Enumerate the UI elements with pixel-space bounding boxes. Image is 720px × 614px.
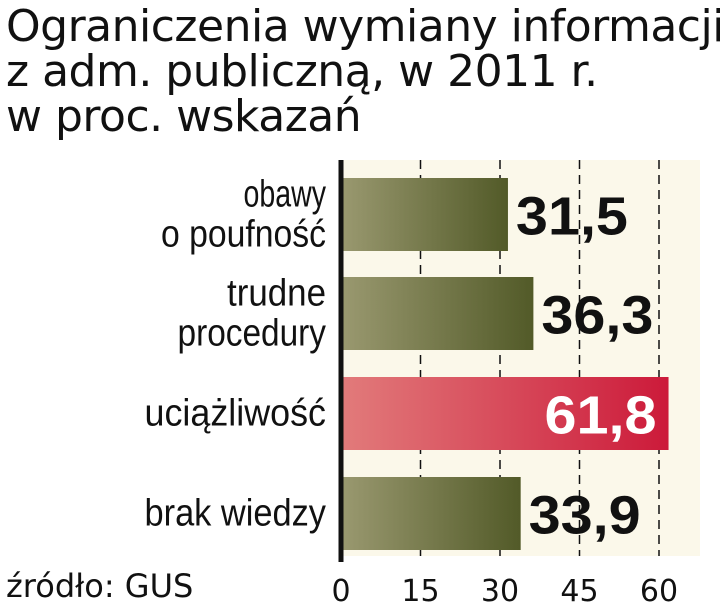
- category-label: procedury: [178, 313, 327, 355]
- value-label: 33,9: [529, 486, 641, 546]
- x-tick-label: 30: [481, 574, 519, 609]
- category-label: trudne: [227, 273, 326, 315]
- bar: [341, 477, 521, 550]
- source-note: źródło: GUS: [6, 567, 194, 605]
- x-tick-label: 60: [640, 574, 678, 609]
- value-labels: 31,5 36,3 61,8 33,9: [516, 187, 657, 546]
- chart-title-line-1: Ograniczenia wymiany informacji: [6, 1, 720, 52]
- x-tick-label: 15: [401, 574, 439, 609]
- category-label: brak wiedzy: [145, 493, 327, 535]
- category-label: obawy: [244, 174, 327, 216]
- bar: [341, 377, 669, 450]
- chart-title-line-3: w proc. wskazań: [6, 91, 362, 142]
- bars: [341, 178, 669, 550]
- value-label: 61,8: [545, 386, 657, 446]
- chart-title-line-2: z adm. publiczną, w 2011 r.: [6, 46, 598, 97]
- category-label: o poufność: [161, 214, 326, 256]
- chart-title: Ograniczenia wymiany informacji z adm. p…: [6, 4, 720, 139]
- value-label: 36,3: [541, 286, 653, 346]
- x-tick-labels: 0 15 30 45 60: [331, 574, 678, 609]
- bar: [341, 178, 508, 251]
- value-label: 31,5: [516, 187, 628, 247]
- bar: [341, 277, 534, 350]
- x-tick-label: 45: [560, 574, 598, 609]
- category-label: uciążliwość: [145, 393, 327, 435]
- x-tick-label: 0: [331, 574, 350, 609]
